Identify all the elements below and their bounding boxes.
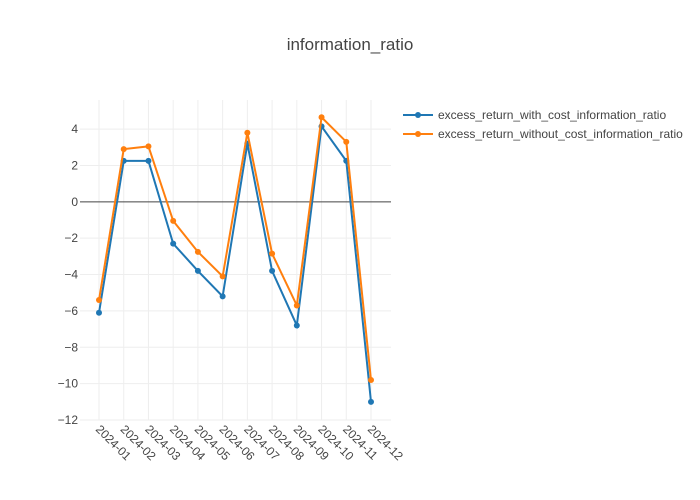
y-tick-label: −4 (64, 268, 78, 282)
series-1-point (368, 398, 374, 405)
legend-swatch-marker (415, 131, 421, 137)
y-tick-label: −8 (64, 340, 78, 354)
series-2-point (96, 297, 102, 303)
series-2-point (269, 250, 276, 257)
series-2-point (120, 146, 127, 153)
legend-label: excess_return_with_cost_information_rati… (438, 108, 666, 122)
series-line-1 (98, 123, 372, 402)
y-tick-label: 0 (71, 195, 78, 209)
legend-label: excess_return_without_cost_information_r… (438, 127, 683, 141)
series-2-point (219, 273, 226, 280)
y-tick-label: 4 (71, 122, 78, 136)
series-1-point (170, 240, 177, 247)
series-2-point (194, 248, 201, 255)
y-tick-label: −6 (64, 304, 78, 318)
y-tick-label: −10 (58, 377, 79, 391)
series-2-point (170, 217, 177, 224)
series-2-point (318, 114, 325, 121)
legend-swatch-marker (415, 112, 421, 118)
series-1-point (145, 157, 152, 164)
series-1-point (96, 309, 102, 316)
legend-item-1[interactable]: excess_return_with_cost_information_rati… (403, 108, 666, 122)
x-axis-ticks: 2024-012024-022024-032024-042024-052024-… (93, 422, 406, 463)
chart-title: information_ratio (287, 35, 414, 54)
y-tick-label: −12 (58, 413, 79, 427)
series-2-point (343, 138, 350, 145)
series-1-point (293, 322, 300, 329)
y-tick-label: −2 (64, 231, 78, 245)
gridlines (80, 100, 391, 421)
legend: excess_return_with_cost_information_rati… (403, 108, 683, 141)
series-2-point (244, 129, 251, 136)
series-2-point (145, 143, 152, 150)
y-tick-label: 2 (71, 158, 78, 172)
series-2-point (368, 377, 374, 383)
series-2-point (293, 302, 300, 309)
series-1-point (269, 267, 276, 274)
series-1-point (219, 293, 226, 300)
legend-item-2[interactable]: excess_return_without_cost_information_r… (403, 127, 683, 141)
series-1-point (194, 267, 201, 274)
y-axis-ticks: −12 −10 −8 −6 −4 −2 0 2 4 (58, 122, 79, 427)
plot-series (96, 114, 374, 405)
series-line-2 (98, 115, 372, 381)
